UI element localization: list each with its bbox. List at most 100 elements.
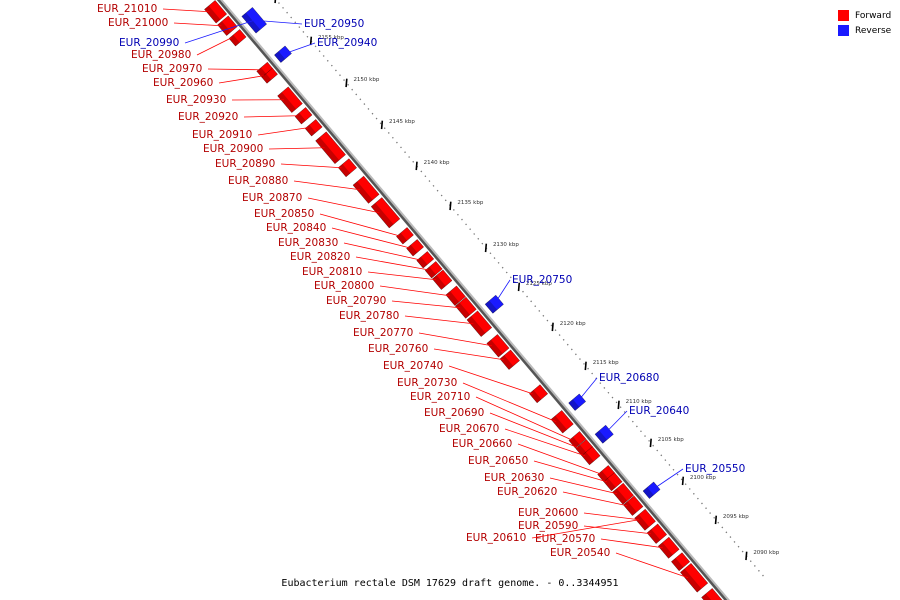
- scale-tick-label: 2095 kbp: [723, 514, 749, 520]
- legend-label-reverse: Reverse: [855, 25, 892, 36]
- scale-tick-label: 2100 kbp: [690, 475, 716, 481]
- scale-tick: [309, 36, 313, 46]
- forward-gene-label: EUR_20970: [142, 63, 202, 75]
- forward-gene-label: EUR_20760: [368, 343, 428, 355]
- legend-item-reverse: Reverse: [838, 23, 891, 38]
- forward-gene: [315, 131, 346, 164]
- forward-leader-line: [257, 127, 308, 136]
- forward-gene-label: EUR_20730: [397, 377, 457, 389]
- forward-gene: [338, 158, 357, 178]
- scale-tick-label: 2135 kbp: [457, 200, 483, 206]
- forward-leader-line: [531, 519, 640, 539]
- forward-gene: [634, 508, 656, 531]
- forward-gene: [204, 0, 227, 24]
- forward-gene: [416, 251, 435, 269]
- forward-gene-label: EUR_21010: [97, 3, 157, 15]
- scale-tick-label: 2115 kbp: [593, 360, 619, 366]
- forward-gene-label: EUR_20620: [497, 486, 557, 498]
- reverse-gene-label: EUR_20640: [629, 405, 689, 417]
- reverse-leader-line: [254, 19, 303, 25]
- reverse-leader-line: [603, 410, 628, 435]
- scale-tick-label: 2150 kbp: [353, 77, 379, 83]
- forward-gene: [680, 563, 709, 593]
- forward-gene: [406, 239, 424, 257]
- reverse-leader-line: [651, 468, 684, 491]
- forward-gene-label: EUR_20910: [192, 129, 252, 141]
- forward-gene-label: EUR_20840: [266, 222, 326, 234]
- legend: Forward Reverse: [838, 8, 891, 38]
- scale-tick: [449, 201, 452, 211]
- forward-leader-line: [280, 163, 342, 169]
- scale-tick-label: 2140 kbp: [424, 160, 450, 166]
- forward-gene-label: EUR_20690: [424, 407, 484, 419]
- forward-gene-label: EUR_20960: [153, 77, 213, 89]
- forward-leader-line: [418, 332, 493, 347]
- forward-gene: [370, 197, 401, 229]
- forward-gene-label: EUR_20570: [535, 533, 595, 545]
- reverse-gene-label: EUR_20550: [685, 463, 745, 475]
- forward-gene: [612, 482, 634, 505]
- scale-tick: [617, 400, 620, 410]
- legend-swatch-forward: [838, 10, 849, 21]
- forward-gene-label: EUR_20850: [254, 208, 314, 220]
- forward-gene: [455, 296, 477, 319]
- forward-gene-label: EUR_20630: [484, 472, 544, 484]
- forward-gene-label: EUR_20830: [278, 237, 338, 249]
- scale-tick: [551, 322, 554, 332]
- forward-gene: [603, 472, 623, 492]
- forward-leader-line: [448, 365, 533, 395]
- forward-gene: [671, 552, 690, 572]
- scale-tick-label: 2125 kbp: [526, 281, 552, 287]
- forward-gene: [550, 410, 574, 434]
- forward-leader-line: [600, 538, 663, 549]
- forward-gene-label: EUR_20900: [203, 143, 263, 155]
- forward-gene-label: EUR_20740: [383, 360, 443, 372]
- forward-gene: [352, 175, 380, 204]
- forward-leader-line: [462, 382, 557, 423]
- forward-leader-line: [562, 491, 628, 507]
- reverse-leader-line: [493, 279, 511, 305]
- forward-gene-label: EUR_20930: [166, 94, 226, 106]
- forward-gene-label: EUR_20770: [353, 327, 413, 339]
- legend-label-forward: Forward: [855, 10, 892, 21]
- forward-leader-line: [504, 428, 586, 457]
- forward-leader-line: [404, 315, 474, 325]
- forward-leader-line: [196, 37, 232, 56]
- forward-gene: [623, 495, 644, 516]
- forward-labels: EUR_21010 EUR_21000 EUR_20980 EUR_20970 EUR_…: [97, 3, 689, 579]
- scale-tick-label: 2120 kbp: [560, 321, 586, 327]
- reverse-gene-label: EUR_20950: [304, 18, 364, 30]
- forward-gene: [658, 536, 680, 559]
- forward-gene-label: EUR_20600: [518, 507, 578, 519]
- forward-leader-line: [615, 552, 689, 579]
- reverse-leader-line: [576, 377, 598, 403]
- scale-tick-label: 2155 kbp: [318, 35, 344, 41]
- forward-gene: [466, 310, 493, 337]
- scale-tick: [345, 78, 348, 88]
- forward-gene: [396, 227, 414, 245]
- reverse-gene-label: EUR_20940: [317, 37, 377, 49]
- scale-tick: [380, 120, 384, 130]
- forward-gene-label: EUR_20980: [131, 49, 191, 61]
- reverse-gene-label: EUR_20990: [119, 37, 179, 49]
- forward-leader-line: [162, 8, 210, 13]
- forward-gene: [568, 431, 587, 449]
- scale-tick: [745, 551, 748, 561]
- forward-leader-line: [355, 256, 428, 271]
- forward-gene: [424, 261, 443, 279]
- map-caption: Eubacterium rectale DSM 17629 draft geno…: [281, 578, 619, 589]
- reverse-gene-label: EUR_20680: [599, 372, 659, 384]
- forward-leader-line: [391, 300, 460, 309]
- forward-gene: [445, 285, 466, 306]
- forward-gene: [304, 119, 323, 137]
- forward-leader-line: [268, 147, 325, 150]
- forward-gene-label: EUR_20920: [178, 111, 238, 123]
- forward-leader-line: [583, 512, 640, 521]
- scale-tick: [415, 161, 418, 171]
- forward-gene-label: EUR_20540: [550, 547, 610, 559]
- scale-tick: [649, 438, 652, 448]
- forward-leader-line: [489, 412, 579, 449]
- forward-leader-line: [331, 227, 410, 249]
- forward-gene-label: EUR_20670: [439, 423, 499, 435]
